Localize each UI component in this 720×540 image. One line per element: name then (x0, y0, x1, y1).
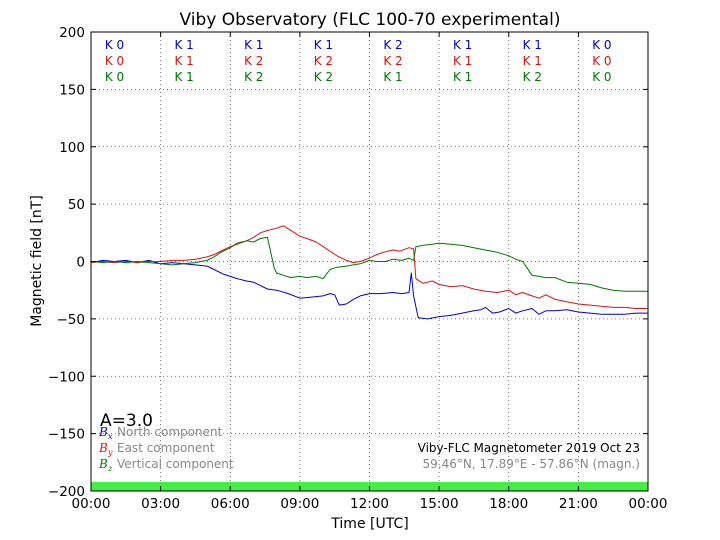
y-tick-label: 150 (59, 82, 85, 98)
series-line-vertical-component (90, 236, 648, 292)
y-axis-ticks: −200 −150 −100 −50 0 50 100 150 200 (48, 25, 648, 500)
k-index-vertical: K 1 (383, 70, 402, 84)
k-index-vertical: K 2 (314, 70, 333, 84)
k-index-north: K 2 (383, 38, 402, 52)
k-index-north: K 0 (592, 38, 611, 52)
series-line-east-component (90, 225, 648, 309)
grid-lines (91, 32, 648, 491)
k-index-east: K 2 (383, 54, 402, 68)
k-index-east: K 1 (174, 54, 193, 68)
legend-subscript: y (107, 448, 113, 457)
chart-title: Viby Observatory (FLC 100-70 experimenta… (180, 10, 561, 30)
x-axis-label: Time [UTC] (330, 516, 408, 532)
legend-subscript: x (108, 432, 113, 441)
y-tick-label: 50 (68, 197, 85, 213)
k-index-east: K 0 (592, 54, 611, 68)
k-index-east: K 1 (523, 54, 542, 68)
k-index-east: K 0 (105, 54, 124, 68)
x-tick-label: 00:00 (72, 496, 111, 512)
k-index-vertical: K 1 (453, 70, 472, 84)
y-tick-label: 200 (59, 25, 85, 41)
k-index-north: K 1 (523, 38, 542, 52)
legend-symbol: B (98, 441, 108, 455)
legend-subscript: z (107, 464, 113, 473)
x-tick-label: 12:00 (350, 496, 389, 512)
y-tick-label: −50 (57, 312, 86, 328)
k-index-vertical: K 2 (523, 70, 542, 84)
legend-label: North component (117, 425, 223, 439)
k-index-east: K 2 (244, 54, 263, 68)
x-tick-label: 21:00 (559, 496, 598, 512)
legend-label: East component (117, 441, 215, 455)
k-index-east: K 1 (453, 54, 472, 68)
x-tick-label: 06:00 (211, 496, 250, 512)
series-line-north-component (90, 259, 648, 320)
legend-symbol: B (98, 425, 108, 439)
y-tick-label: 0 (76, 255, 85, 271)
x-tick-label: 18:00 (489, 496, 528, 512)
a-index-label: A=3.0 (100, 411, 153, 431)
legend-symbol: B (98, 457, 108, 471)
x-axis-ticks: 00:00 03:00 06:00 09:00 12:00 15:00 18:00 21:00… (72, 32, 668, 512)
k-index-vertical: K 1 (174, 70, 193, 84)
k-index-north: K 1 (453, 38, 472, 52)
y-tick-label: 100 (59, 140, 85, 156)
y-axis-label: Magnetic field [nT] (29, 195, 45, 327)
k-index-north: K 1 (174, 38, 193, 52)
k-index-vertical: K 2 (244, 70, 263, 84)
legend-label: Vertical component (117, 457, 234, 471)
y-tick-label: −100 (48, 369, 85, 385)
k-index-north: K 1 (314, 38, 333, 52)
series-lines (90, 225, 648, 320)
info-line-2: 59.46°N, 17.89°E - 57.86°N (magn.) (423, 457, 640, 471)
k-index-vertical: K 0 (592, 70, 611, 84)
k-index-grid: K 0 K 1 K 1 K 1 K 2 K 1 K 1 K 0 K 0 K 1 K 2 K 2 K 2 K… (105, 38, 612, 84)
x-tick-label: 00:00 (629, 496, 668, 512)
y-tick-label: −200 (48, 484, 85, 500)
k-index-east: K 2 (314, 54, 333, 68)
x-tick-label: 15:00 (420, 496, 459, 512)
info-line-1: Viby-FLC Magnetometer 2019 Oct 23 (418, 441, 640, 455)
x-tick-label: 09:00 (280, 496, 319, 512)
y-tick-label: −150 (48, 427, 85, 443)
k-index-north: K 0 (105, 38, 124, 52)
k-index-north: K 1 (244, 38, 263, 52)
k-index-vertical: K 0 (105, 70, 124, 84)
x-tick-label: 03:00 (141, 496, 180, 512)
